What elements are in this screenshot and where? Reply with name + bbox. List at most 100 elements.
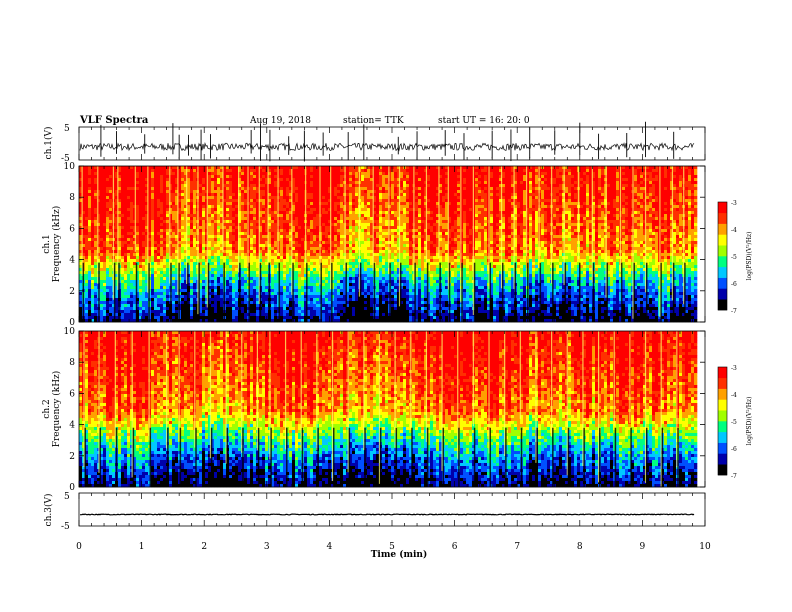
spectrogram-cell — [250, 193, 254, 197]
spectrogram-cell — [298, 304, 302, 308]
spectrogram-cell — [223, 175, 227, 179]
spectrogram-cell — [154, 304, 158, 308]
spectrogram-cell — [286, 256, 290, 260]
spectrogram-cell — [331, 199, 335, 203]
spectrogram-cell — [211, 181, 215, 185]
spectrogram-cell — [235, 175, 239, 179]
spectrogram-cell — [124, 289, 128, 293]
spectrogram-cell — [262, 253, 266, 257]
spectrogram-cell — [97, 184, 101, 188]
spectrogram-cell — [82, 184, 86, 188]
spectrogram-cell — [190, 250, 194, 254]
spectrogram-cell — [364, 199, 368, 203]
spectrogram-cell — [94, 262, 98, 266]
spectrogram-cell — [220, 208, 224, 212]
spectrogram-cell — [217, 193, 221, 197]
spectrogram-cell — [220, 307, 224, 311]
spectrogram-cell — [349, 307, 353, 311]
spectrogram-cell — [133, 271, 137, 275]
spectrogram-cell — [274, 244, 278, 248]
spectrogram-cell — [268, 172, 272, 176]
spectrogram-cell — [316, 184, 320, 188]
spectrogram-cell — [295, 232, 299, 236]
spectrogram-cell — [166, 271, 170, 275]
spectrogram-cell — [103, 166, 107, 170]
spectrogram-cell — [160, 235, 164, 239]
spectrogram-cell — [187, 256, 191, 260]
spectrogram-cell — [298, 229, 302, 233]
spectrogram-cell — [316, 181, 320, 185]
spectrogram-cell — [289, 223, 293, 227]
spectrogram-cell — [163, 253, 167, 257]
spectrogram-cell — [148, 229, 152, 233]
spectrogram-cell — [190, 268, 194, 272]
spectrogram-cell — [100, 280, 104, 284]
spectrogram-cell — [253, 220, 257, 224]
spectrogram-cell — [295, 178, 299, 182]
spectrogram-cell — [151, 319, 155, 323]
spectrogram-cell — [178, 172, 182, 176]
spectrogram-cell — [199, 235, 203, 239]
spectrogram-cell — [274, 226, 278, 230]
spectrogram-cell — [163, 316, 167, 320]
spectrogram-cell — [256, 298, 260, 302]
spectrogram-cell — [298, 211, 302, 215]
spectrogram-cell — [322, 307, 326, 311]
spectrogram-cell — [190, 184, 194, 188]
spectrogram-cell — [157, 208, 161, 212]
spectrogram-cell — [223, 202, 227, 206]
spectrogram-cell — [178, 220, 182, 224]
spectrogram-cell — [250, 202, 254, 206]
spectrogram-cell — [199, 220, 203, 224]
spectrogram-cell — [151, 244, 155, 248]
spectrogram-cell — [331, 241, 335, 245]
spectrogram-cell — [250, 298, 254, 302]
spectrogram-cell — [244, 250, 248, 254]
spectrogram-cell — [127, 184, 131, 188]
spectrogram-cell — [286, 268, 290, 272]
spectrogram-cell — [139, 181, 143, 185]
spectrogram-cell — [157, 226, 161, 230]
spectrogram-cell — [346, 295, 350, 299]
spectrogram-cell — [136, 205, 140, 209]
spectrogram-cell — [268, 184, 272, 188]
spectrogram-cell — [166, 232, 170, 236]
spectrogram-cell — [292, 235, 296, 239]
spectrogram-cell — [280, 274, 284, 278]
spectrogram-cell — [337, 310, 341, 314]
spectrogram-cell — [271, 277, 275, 281]
spectrogram-cell — [199, 184, 203, 188]
spectrogram-cell — [232, 175, 236, 179]
spectrogram-cell — [301, 226, 305, 230]
spectrogram-cell — [211, 301, 215, 305]
spectrogram-cell — [205, 226, 209, 230]
spectrogram-cell — [148, 172, 152, 176]
spectrogram-cell — [91, 241, 95, 245]
spectrogram-cell — [262, 313, 266, 317]
spectrogram-cell — [241, 268, 245, 272]
spectrogram-cell — [289, 262, 293, 266]
spectrogram-cell — [142, 214, 146, 218]
spectrogram-cell — [274, 238, 278, 242]
spectrogram-cell — [328, 226, 332, 230]
spectrogram-cell — [220, 235, 224, 239]
spectrogram-cell — [295, 301, 299, 305]
spectrogram-cell — [148, 199, 152, 203]
spectrogram-cell — [241, 184, 245, 188]
spectrogram-cell — [328, 205, 332, 209]
spectrogram-cell — [220, 211, 224, 215]
spectrogram-cell — [187, 178, 191, 182]
spectrogram-cell — [184, 199, 188, 203]
spectrogram-cell — [298, 265, 302, 269]
spectrogram-cell — [307, 271, 311, 275]
spectrogram-cell — [262, 289, 266, 293]
spectrogram-cell — [166, 256, 170, 260]
spectrogram-cell — [184, 307, 188, 311]
spectrogram-cell — [235, 277, 239, 281]
spectrogram-cell — [271, 247, 275, 251]
spectrogram-cell — [295, 238, 299, 242]
spectrogram-cell — [160, 187, 164, 191]
spectrogram-cell — [313, 274, 317, 278]
spectrogram-cell — [226, 283, 230, 287]
spectrogram-cell — [259, 196, 263, 200]
